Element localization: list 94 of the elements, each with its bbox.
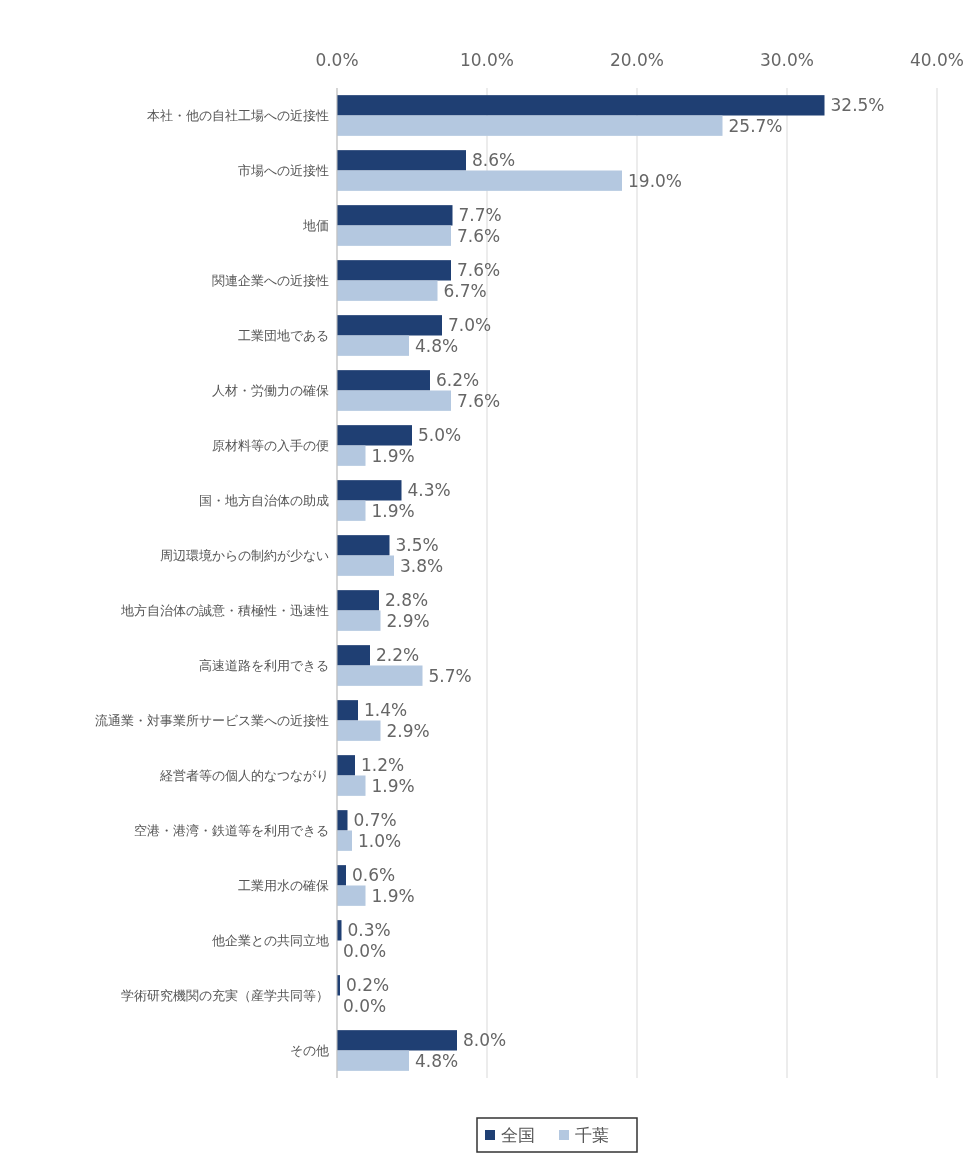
legend-label: 千葉	[575, 1124, 609, 1145]
data-label: 4.3%	[407, 480, 451, 501]
data-label: 0.7%	[353, 810, 397, 831]
y-tick-label: 本社・他の自社工場への近接性	[147, 107, 329, 123]
bar	[337, 150, 466, 171]
data-label: 2.2%	[376, 645, 420, 666]
data-label: 25.7%	[728, 115, 783, 136]
y-tick-label: 国・地方自治体の助成	[199, 492, 329, 508]
y-tick-label: 工業用水の確保	[238, 877, 329, 893]
bar	[337, 920, 342, 941]
bar	[337, 610, 381, 631]
data-label: 0.3%	[347, 920, 391, 941]
bar	[337, 500, 366, 521]
bar	[337, 775, 366, 796]
bar	[337, 335, 409, 356]
bar	[337, 370, 430, 391]
data-label: 1.9%	[371, 885, 415, 906]
y-tick-label: 高速道路を利用できる	[199, 657, 329, 673]
data-label: 1.9%	[371, 500, 415, 521]
bar	[337, 720, 381, 741]
bar	[337, 810, 348, 831]
bar	[337, 315, 442, 336]
y-tick-label: その他	[290, 1042, 329, 1058]
y-tick-label: 空港・港湾・鉄道等を利用できる	[134, 822, 329, 838]
bar	[337, 755, 355, 776]
bar	[337, 665, 423, 686]
x-tick-label: 40.0%	[909, 50, 965, 70]
data-label: 7.6%	[457, 225, 501, 246]
bar	[337, 480, 402, 501]
bar	[337, 535, 390, 556]
data-label: 0.2%	[346, 975, 390, 996]
y-tick-label: 人材・労働力の確保	[212, 382, 329, 398]
bar	[337, 225, 451, 246]
data-label: 5.7%	[428, 665, 472, 686]
data-label: 1.9%	[371, 775, 415, 796]
bar	[337, 170, 622, 191]
data-label: 19.0%	[628, 170, 683, 191]
bar	[337, 445, 366, 466]
bar	[337, 590, 379, 611]
y-tick-label: 他企業との共同立地	[212, 932, 329, 948]
data-label: 6.2%	[436, 370, 480, 391]
y-tick-label: 周辺環境からの制約が少ない	[160, 547, 329, 563]
data-label: 4.8%	[415, 335, 459, 356]
data-label: 2.8%	[385, 590, 429, 611]
x-tick-label: 30.0%	[759, 50, 815, 70]
data-label: 0.0%	[343, 995, 387, 1016]
y-tick-label: 経営者等の個人的なつながり	[159, 767, 329, 783]
bar	[337, 885, 366, 906]
bar	[337, 205, 453, 226]
data-label: 6.7%	[443, 280, 487, 301]
data-label: 8.6%	[472, 150, 516, 171]
data-label: 0.6%	[352, 865, 396, 886]
x-tick-label: 20.0%	[609, 50, 665, 70]
data-label: 1.0%	[358, 830, 402, 851]
data-label: 2.9%	[386, 610, 430, 631]
legend-label: 全国	[501, 1124, 535, 1145]
y-tick-label: 市場への近接性	[238, 162, 329, 178]
bar	[337, 700, 358, 721]
data-label: 3.5%	[395, 535, 439, 556]
y-tick-label: 流通業・対事業所サービス業への近接性	[95, 712, 329, 728]
data-label: 7.7%	[458, 205, 502, 226]
data-label: 2.9%	[386, 720, 430, 741]
x-tick-label: 10.0%	[459, 50, 515, 70]
data-label: 7.6%	[457, 260, 501, 281]
bar	[337, 425, 412, 446]
data-label: 5.0%	[418, 425, 462, 446]
data-label: 7.0%	[448, 315, 492, 336]
data-label: 0.0%	[343, 940, 387, 961]
bar	[337, 95, 825, 116]
y-tick-label: 原材料等の入手の便	[212, 437, 329, 453]
data-label: 1.9%	[371, 445, 415, 466]
bar	[337, 645, 370, 666]
x-tick-label: 0.0%	[315, 50, 359, 70]
data-label: 3.8%	[400, 555, 444, 576]
bar	[337, 1030, 457, 1051]
y-tick-label: 工業団地である	[238, 327, 329, 343]
data-label: 1.2%	[361, 755, 405, 776]
data-label: 8.0%	[463, 1030, 507, 1051]
bar	[337, 260, 451, 281]
y-tick-label: 地価	[302, 217, 329, 233]
y-tick-label: 学術研究機関の充実（産学共同等）	[121, 987, 329, 1003]
y-tick-label: 関連企業への近接性	[212, 272, 329, 288]
bar	[337, 390, 451, 411]
data-label: 1.4%	[364, 700, 408, 721]
bar	[337, 555, 394, 576]
data-label: 32.5%	[830, 95, 885, 116]
y-tick-label: 地方自治体の誠意・積極性・迅速性	[120, 602, 329, 618]
bar	[337, 1050, 409, 1071]
bar	[337, 865, 346, 886]
data-label: 4.8%	[415, 1050, 459, 1071]
bar	[337, 830, 352, 851]
data-label: 7.6%	[457, 390, 501, 411]
bar	[337, 280, 438, 301]
bar	[337, 115, 723, 136]
